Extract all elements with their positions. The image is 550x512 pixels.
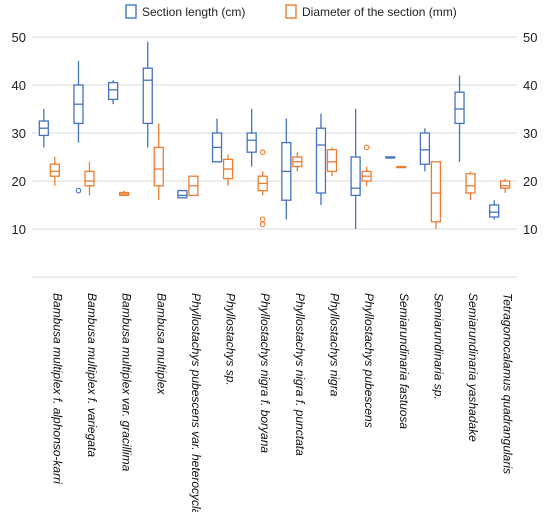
outlier-point <box>363 144 370 151</box>
box-iqr <box>489 204 500 218</box>
category-label: Semiarundinaria yashadake <box>466 293 480 442</box>
y-tick-label-left: 50 <box>12 30 26 45</box>
box-diameter <box>257 149 268 228</box>
box-iqr <box>430 161 442 223</box>
box-diameter <box>292 152 303 172</box>
category-label: Phyllostachys sp. <box>224 293 238 386</box>
box-iqr <box>49 163 60 177</box>
category-label: Phyllostachys nigra f. boryana <box>258 293 272 453</box>
box-diameter <box>49 157 60 186</box>
box-iqr <box>107 81 119 101</box>
y-tick-label-right: 40 <box>523 78 537 93</box>
category-label: Bambusa multiplex var. gracillima <box>120 293 134 472</box>
box-diameter <box>84 161 95 196</box>
box-section-length <box>454 75 465 162</box>
category-label: Tetragonocalamus quadrangularis <box>501 293 515 474</box>
legend-label-diameter: Diameter of the section (mm) <box>302 5 457 19</box>
legend-label-section-length: Section length (cm) <box>142 5 245 19</box>
category-label: Phyllostachys pubescens <box>362 293 376 428</box>
box-iqr <box>465 173 476 194</box>
box-iqr <box>326 149 338 173</box>
box-iqr <box>84 170 95 187</box>
box-section-length <box>38 109 49 148</box>
y-axis-right: 10 20 30 40 50 <box>523 30 537 237</box>
box-section-length <box>177 189 188 199</box>
category-label: Semiarundinaria sp. <box>431 293 445 400</box>
box-iqr <box>454 91 465 125</box>
box-section-length <box>73 61 84 194</box>
category-label: Phyllostachys nigra <box>327 293 341 397</box>
box-diameter <box>153 123 164 201</box>
box-iqr <box>315 127 327 194</box>
box-iqr <box>153 146 164 187</box>
outlier-point <box>259 221 266 228</box>
box-section-length <box>211 118 223 163</box>
box-diameter <box>118 190 130 197</box>
box-diameter <box>188 175 199 197</box>
y-axis-left: 10 20 30 40 50 <box>12 30 26 237</box>
category-label: Bambusa multiplex f. alphonso-karri <box>50 293 64 484</box>
y-tick-label-right: 10 <box>523 222 537 237</box>
y-tick-label-left: 20 <box>12 174 26 189</box>
y-tick-label-left: 10 <box>12 222 26 237</box>
legend-swatch-section-length <box>125 4 137 19</box>
box-iqr <box>177 189 188 199</box>
y-tick-label-right: 30 <box>523 126 537 141</box>
outlier-point <box>75 187 82 194</box>
gridlines <box>32 36 517 278</box>
box-iqr <box>500 180 511 189</box>
box-section-length <box>315 113 327 205</box>
box-section-length <box>350 109 361 229</box>
box-section-length <box>281 118 292 220</box>
box-iqr <box>142 67 153 125</box>
box-iqr <box>419 132 431 165</box>
legend: Section length (cm) Diameter of the sect… <box>125 4 457 19</box>
box-section-length <box>107 80 119 105</box>
outlier-point <box>259 216 266 223</box>
box-section-length <box>489 200 500 220</box>
category-label: Semiarundinaria fastuosa <box>397 293 411 429</box>
outlier-point <box>259 149 266 156</box>
box-diameter <box>361 144 372 186</box>
box-section-length <box>385 156 396 159</box>
category-label: Phyllostachys pubescens var. heterocycla <box>189 293 203 512</box>
y-tick-label-right: 50 <box>523 30 537 45</box>
category-label: Bambusa multiplex f. variegata <box>85 293 99 457</box>
box-section-length <box>246 109 257 167</box>
box-diameter <box>326 147 338 177</box>
box-diameter <box>396 165 407 169</box>
box-section-length <box>142 41 153 148</box>
y-tick-label-left: 30 <box>12 126 26 141</box>
category-label: Phyllostachys nigra f. punctata <box>293 293 307 456</box>
box-diameter <box>465 171 476 201</box>
box-iqr <box>246 132 257 153</box>
box-diameter <box>500 178 511 193</box>
x-axis-categories: Bambusa multiplex f. alphonso-karri Bambu… <box>50 293 514 512</box>
box-section-length <box>419 128 431 172</box>
legend-swatch-diameter <box>285 4 297 19</box>
boxes <box>38 41 511 229</box>
y-tick-label-left: 40 <box>12 78 26 93</box>
box-diameter <box>222 154 234 186</box>
category-label: Bambusa multiplex <box>154 293 168 395</box>
y-tick-label-right: 20 <box>523 174 537 189</box>
box-diameter <box>430 161 442 229</box>
box-iqr <box>350 156 361 197</box>
